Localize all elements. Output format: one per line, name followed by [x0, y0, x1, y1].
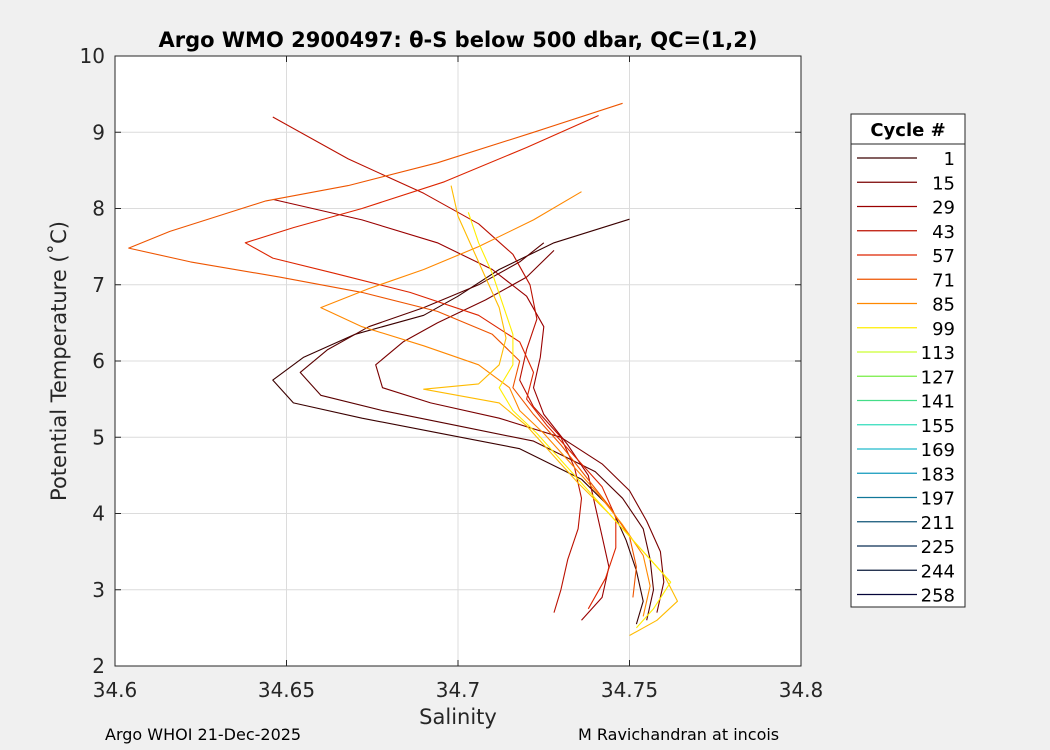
series-line-cycle-85 [128, 102, 637, 598]
data-series [128, 102, 679, 636]
series-line-cycle-99 [320, 191, 651, 617]
legend: Cycle # 1 15 29 43 57 71 85 99 113 127 141 155 169 18… [850, 113, 966, 608]
x-tick-label: 34.75 [601, 678, 658, 702]
x-tick-label: 34.8 [779, 678, 824, 702]
legend-entry-label: 225 [921, 537, 955, 558]
legend-entry-label: 141 [921, 392, 955, 413]
legend-entry-label: 258 [921, 586, 955, 607]
y-tick-label: 7 [92, 273, 105, 297]
legend-entry-label: 15 [932, 173, 955, 194]
legend-entry-label: 127 [921, 367, 955, 388]
x-tick-label: 34.6 [93, 678, 138, 702]
legend-items: 1 15 29 43 57 71 85 99 113 127 141 155 169 183 197 211 2… [857, 149, 955, 607]
series-line-cycle-1 [272, 218, 644, 625]
y-axis-label: Potential Temperature (˚C) [47, 221, 71, 501]
legend-entry-label: 57 [932, 246, 955, 267]
legend-entry-label: 43 [932, 222, 955, 243]
y-tick-label: 3 [92, 578, 105, 602]
legend-entry-label: 155 [921, 416, 955, 437]
x-tick-label: 34.7 [436, 678, 481, 702]
x-tick-label: 34.65 [258, 678, 315, 702]
x-axis-ticks: 34.6 34.65 34.7 34.75 34.8 [93, 56, 824, 702]
series-line-cycle-43 [272, 198, 610, 621]
legend-entry-label: 85 [932, 295, 955, 316]
legend-entry-label: 71 [932, 270, 955, 291]
series-line-cycle-15 [299, 242, 655, 621]
legend-title: Cycle # [870, 120, 945, 141]
legend-entry-label: 244 [921, 561, 955, 582]
y-tick-label: 5 [92, 425, 105, 449]
legend-entry-label: 99 [932, 319, 955, 340]
legend-entry-label: 169 [921, 440, 955, 461]
y-tick-label: 9 [92, 120, 105, 144]
y-tick-label: 8 [92, 197, 105, 221]
series-line-cycle-127 [467, 212, 672, 629]
chart-title: Argo WMO 2900497: θ-S below 500 dbar, QC… [159, 28, 758, 52]
x-axis-label: Salinity [419, 705, 497, 729]
legend-entry-label: 113 [921, 343, 955, 364]
legend-entry-label: 211 [921, 513, 955, 534]
legend-box [850, 113, 966, 608]
legend-entry-label: 1 [944, 149, 955, 170]
legend-entry-label: 29 [932, 198, 955, 219]
y-tick-label: 4 [92, 502, 105, 526]
footer-right-credit: M Ravichandran at incois [578, 725, 780, 744]
legend-entry-label: 183 [921, 464, 955, 485]
y-tick-label: 2 [92, 654, 105, 678]
legend-entry-label: 197 [921, 489, 955, 510]
y-tick-label: 10 [80, 44, 105, 68]
series-line-cycle-57 [272, 116, 583, 613]
y-tick-label: 6 [92, 349, 105, 373]
y-axis-ticks: 2 3 4 5 6 7 8 9 10 [80, 44, 801, 678]
series-line-cycle-29 [375, 250, 665, 613]
footer-left-credit: Argo WHOI 21-Dec-2025 [105, 725, 302, 744]
